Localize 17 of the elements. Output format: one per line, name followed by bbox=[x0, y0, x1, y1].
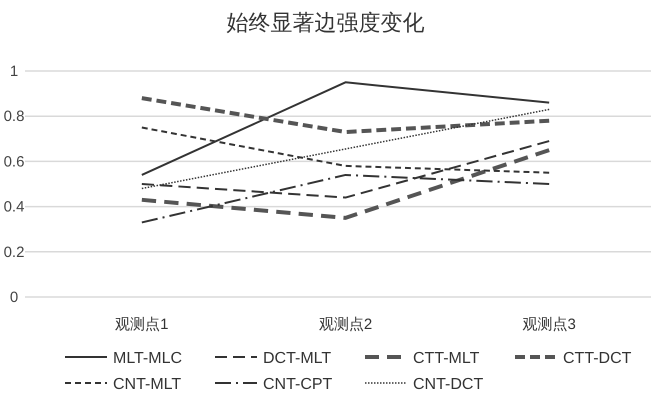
legend-label: CNT-CPT bbox=[263, 376, 333, 393]
legend-label: CTT-MLT bbox=[413, 350, 480, 367]
legend-label: CNT-MLT bbox=[113, 376, 182, 393]
y-tick-label: 0.4 bbox=[4, 198, 24, 216]
legend-label: MLT-MLC bbox=[113, 350, 182, 367]
y-tick-label: 0.8 bbox=[4, 108, 24, 126]
legend-label: CTT-DCT bbox=[563, 350, 632, 367]
legend-label: CNT-DCT bbox=[413, 376, 484, 393]
x-tick-label: 观测点1 bbox=[115, 316, 169, 333]
y-tick-label: 0.6 bbox=[4, 153, 24, 170]
y-tick-label: 0.2 bbox=[4, 244, 24, 261]
x-tick-label: 观测点2 bbox=[318, 316, 372, 333]
y-tick-label: 1 bbox=[10, 63, 18, 80]
chart-title: 始终显著边强度变化 bbox=[226, 10, 424, 35]
legend-label: DCT-MLT bbox=[263, 350, 332, 367]
x-tick-label: 观测点3 bbox=[522, 316, 576, 333]
y-tick-label: 0 bbox=[10, 289, 18, 306]
